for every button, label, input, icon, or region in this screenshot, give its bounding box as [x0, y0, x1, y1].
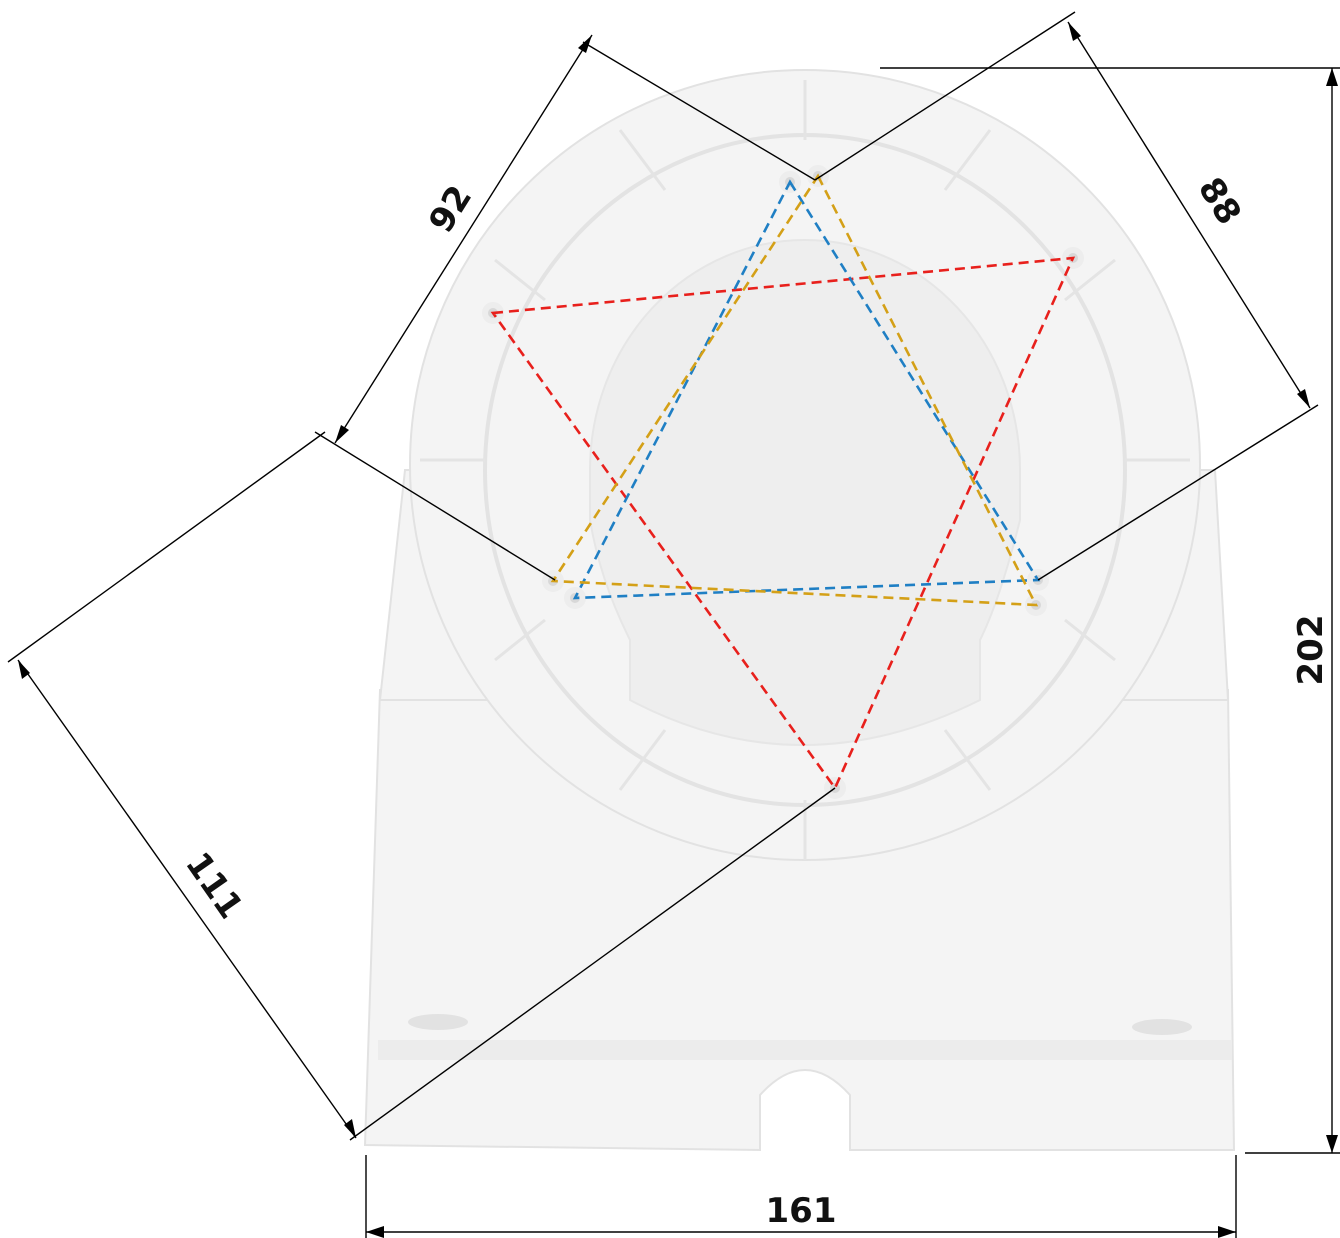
base-lip [378, 1040, 1232, 1060]
wall-mount-bracket [363, 69, 1236, 1152]
dimension-label-height: 202 [1291, 615, 1331, 686]
dimension-label-width: 161 [766, 1191, 837, 1231]
bracket-base [363, 689, 1236, 1152]
base-screw-hole-left [408, 1014, 468, 1030]
hole-pattern-red-triangle [490, 256, 1076, 791]
dimension-label-hole-spacing-right: 88 [1190, 171, 1249, 232]
hole-patterns [490, 173, 1076, 791]
dimension-line-diagonal [17, 659, 357, 1139]
dimension-line-hole-spacing-right [1067, 21, 1311, 409]
dimension-label-hole-spacing-left: 92 [421, 179, 480, 240]
plate-ribs [420, 80, 1190, 860]
dimension-line-hole-spacing-left [334, 34, 593, 444]
hole-pattern-yellow-triangle [550, 173, 1039, 607]
dimension-lines [7, 11, 1340, 1238]
dimension-label-diagonal: 111 [177, 845, 250, 926]
base-screw-hole-right [1132, 1019, 1192, 1035]
cable-cavity [589, 239, 1021, 746]
